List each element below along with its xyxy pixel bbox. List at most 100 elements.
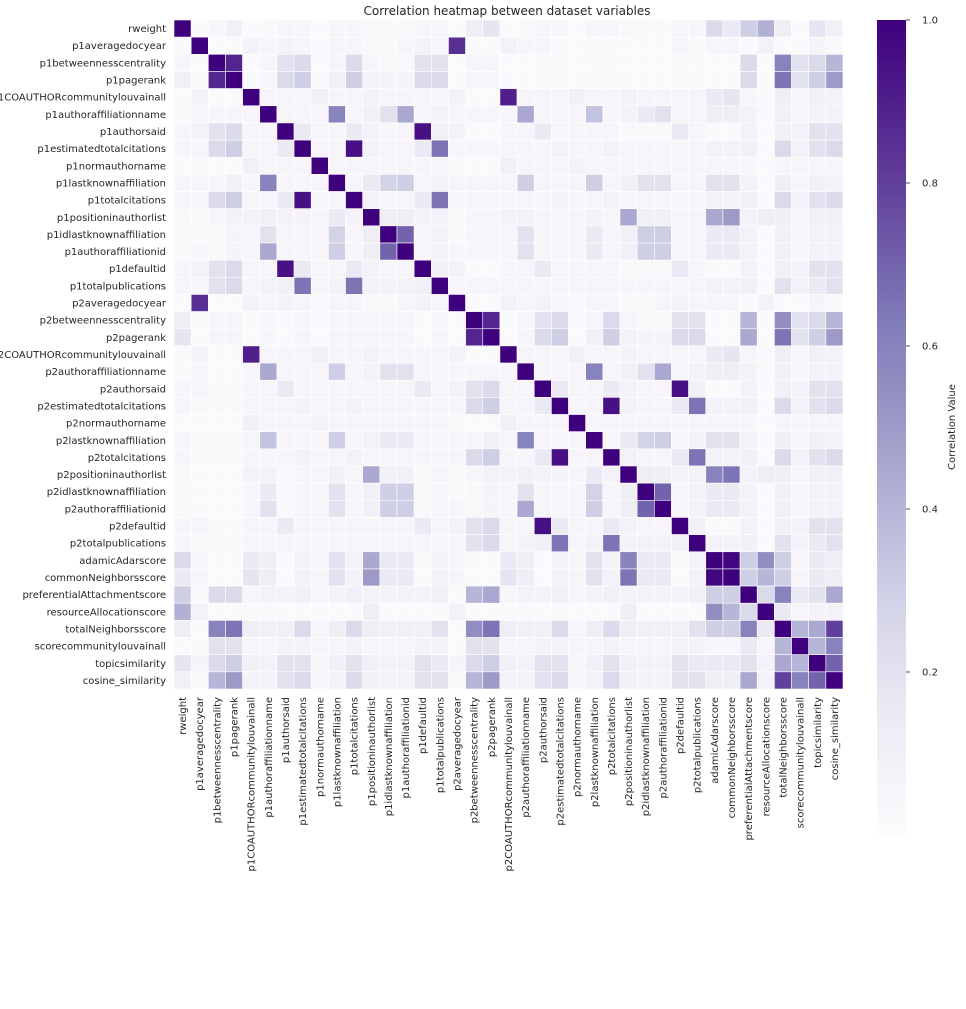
heatmap-cell-cosine_similarity-topicsimilarity — [808, 671, 827, 690]
heatmap-cell-adamicAdarscore-p1authoraffiliationname — [259, 551, 278, 570]
heatmap-cell-p1betweennesscentrality-p1authoraffiliationid — [396, 54, 415, 72]
heatmap-cell-p1defaultid-p2positioninauthorlist — [619, 259, 638, 278]
heatmap-cell-cosine_similarity-cosine_similarity — [825, 671, 844, 690]
heatmap-cell-p2estimatedtotalcitations-p1normauthorname — [310, 397, 329, 415]
heatmap-cells — [173, 19, 844, 690]
x-tick-label: p2defaultid — [676, 697, 687, 754]
heatmap-cell-p2COAUTHORcommunitylouvainall-p2lastknownaffiliation — [585, 345, 604, 364]
x-tick-label: p1totalpublications — [435, 697, 446, 793]
heatmap-cell-p1pagerank-p2averagedocyear — [448, 71, 466, 89]
heatmap-cell-p2idlastknownaffiliation-p1betweennesscentrality — [208, 482, 226, 501]
heatmap-cell-preferentialAttachmentscore-p1authoraffiliationid — [396, 585, 415, 604]
heatmap-cell-p2averagedocyear-p2authoraffiliationname — [516, 294, 535, 312]
heatmap-cell-scorecommunitylouvainall-p1authoraffiliationname — [259, 637, 278, 655]
heatmap-cell-p2averagedocyear-topicsimilarity — [808, 294, 827, 312]
heatmap-cell-p2pagerank-commonNeighborsscore — [722, 328, 741, 347]
heatmap-cell-commonNeighborsscore-cosine_similarity — [825, 568, 844, 587]
y-tick-label: p2defaultid — [109, 522, 166, 533]
heatmap-cell-p1totalcitations-p2pagerank — [482, 191, 501, 209]
heatmap-cell-totalNeighborsscore-p2pagerank — [482, 620, 501, 638]
heatmap-cell-topicsimilarity-p1normauthorname — [310, 654, 329, 673]
heatmap-cell-p1positioninauthorlist-p1authoraffiliationname — [259, 208, 278, 227]
heatmap-cell-p1idlastknownaffiliation-adamicAdarscore — [705, 225, 724, 244]
heatmap-cell-p1pagerank-p2pagerank — [482, 71, 501, 89]
heatmap-cell-resourceAllocationscore-p1authoraffiliationname — [259, 602, 278, 621]
heatmap-cell-p2authoraffiliationname-p1pagerank — [225, 362, 243, 381]
heatmap-cell-p1defaultid-p1authoraffiliationid — [396, 259, 415, 278]
heatmap-cell-p2authoraffiliationname-totalNeighborsscore — [774, 362, 792, 381]
heatmap-cell-p2estimatedtotalcitations-p1totalpublications — [431, 397, 449, 415]
heatmap-cell-p1totalpublications-p1lastknownaffiliation — [328, 277, 346, 295]
heatmap-cell-preferentialAttachmentscore-p1COAUTHORcommunitylouvainall — [242, 585, 261, 604]
heatmap-cell-p1pagerank-p2defaultid — [671, 71, 689, 89]
heatmap-cell-p1positioninauthorlist-p2pagerank — [482, 208, 501, 227]
heatmap-cell-cosine_similarity-p1totalpublications — [431, 671, 449, 690]
heatmap-cell-p1estimatedtotalcitations-p1betweennesscentrality — [208, 139, 226, 158]
heatmap-cell-p1authorsaid-p1betweennesscentrality — [208, 122, 226, 141]
heatmap-cell-p1averagedocyear-p2totalpublications — [688, 36, 707, 55]
heatmap-cell-p1estimatedtotalcitations-p1lastknownaffiliation — [328, 139, 346, 158]
heatmap-cell-p2betweennesscentrality-p2idlastknownaffiliation — [636, 311, 655, 330]
heatmap-cell-p2COAUTHORcommunitylouvainall-p1authoraffiliationname — [259, 345, 278, 364]
heatmap-cell-p1authoraffiliationid-p1pagerank — [225, 242, 243, 261]
heatmap-cell-topicsimilarity-rweight — [173, 654, 192, 673]
heatmap-cell-p2authoraffiliationid-p2normauthorname — [568, 500, 586, 518]
heatmap-cell-p2pagerank-p2lastknownaffiliation — [585, 328, 604, 347]
heatmap-cell-p1COAUTHORcommunitylouvainall-commonNeighborsscore — [722, 88, 741, 107]
heatmap-cell-p1COAUTHORcommunitylouvainall-p1betweennesscentrality — [208, 88, 226, 107]
heatmap-cell-p1positioninauthorlist-p1betweennesscentrality — [208, 208, 226, 227]
heatmap-cell-p1totalpublications-p2normauthorname — [568, 277, 586, 295]
heatmap-cell-p1COAUTHORcommunitylouvainall-p1authorsaid — [276, 88, 295, 107]
heatmap-cell-p2defaultid-p2betweennesscentrality — [465, 517, 484, 535]
heatmap-cell-p1lastknownaffiliation-p1totalpublications — [431, 174, 449, 192]
heatmap-cell-p2COAUTHORcommunitylouvainall-topicsimilarity — [808, 345, 827, 364]
heatmap-cell-p2idlastknownaffiliation-p2authoraffiliationname — [516, 482, 535, 501]
heatmap-cell-p2normauthorname-p1totalcitations — [345, 414, 363, 432]
heatmap-cell-adamicAdarscore-p1COAUTHORcommunitylouvainall — [242, 551, 261, 570]
heatmap-cell-rweight-p2COAUTHORcommunitylouvainall — [499, 19, 518, 38]
heatmap-cell-p1positioninauthorlist-p1totalcitations — [345, 208, 363, 227]
heatmap-cell-p2idlastknownaffiliation-p1positioninauthorlist — [362, 482, 381, 501]
heatmap-cell-scorecommunitylouvainall-p2normauthorname — [568, 637, 586, 655]
heatmap-cell-p2COAUTHORcommunitylouvainall-p1estimatedtotalcitations — [293, 345, 312, 364]
heatmap-cell-p2idlastknownaffiliation-p1totalcitations — [345, 482, 363, 501]
heatmap-cell-p2lastknownaffiliation-p1COAUTHORcommunitylouvainall — [242, 431, 261, 450]
heatmap-cell-preferentialAttachmentscore-p2totalcitations — [602, 585, 621, 604]
heatmap-cell-p1averagedocyear-p2authorsaid — [533, 36, 552, 55]
heatmap-cell-p1averagedocyear-preferentialAttachmentscore — [739, 36, 758, 55]
heatmap-cell-scorecommunitylouvainall-p2COAUTHORcommunitylouvainall — [499, 637, 518, 655]
heatmap-cell-adamicAdarscore-p1authoraffiliationid — [396, 551, 415, 570]
heatmap-cell-p2defaultid-p1authoraffiliationid — [396, 517, 415, 535]
heatmap-cell-p1positioninauthorlist-p1totalpublications — [431, 208, 449, 227]
heatmap-cell-p1estimatedtotalcitations-p1estimatedtotalcitations — [293, 139, 312, 158]
heatmap-cell-p2COAUTHORcommunitylouvainall-p1pagerank — [225, 345, 243, 364]
heatmap-cell-p2betweennesscentrality-totalNeighborsscore — [774, 311, 792, 330]
heatmap-cell-p2normauthorname-p2estimatedtotalcitations — [551, 414, 569, 432]
heatmap-cell-p1COAUTHORcommunitylouvainall-p2averagedocyear — [448, 88, 466, 107]
heatmap-cell-p2estimatedtotalcitations-p1estimatedtotalcitations — [293, 397, 312, 415]
heatmap-cell-p1authoraffiliationname-rweight — [173, 105, 192, 124]
heatmap-cell-totalNeighborsscore-p1authoraffiliationname — [259, 620, 278, 638]
heatmap-cell-p1averagedocyear-topicsimilarity — [808, 36, 827, 55]
heatmap-cell-p1estimatedtotalcitations-adamicAdarscore — [705, 139, 724, 158]
heatmap-cell-p1totalcitations-p1averagedocyear — [190, 191, 209, 209]
heatmap-cell-p2authoraffiliationid-p2totalpublications — [688, 500, 707, 518]
heatmap-cell-p2estimatedtotalcitations-p2defaultid — [671, 397, 689, 415]
heatmap-cell-rweight-p2normauthorname — [568, 19, 586, 38]
heatmap-cell-p2pagerank-p1defaultid — [413, 328, 432, 347]
heatmap-cell-p1idlastknownaffiliation-p1normauthorname — [310, 225, 329, 244]
heatmap-cell-p2betweennesscentrality-p1normauthorname — [310, 311, 329, 330]
heatmap-cell-p2idlastknownaffiliation-p1lastknownaffiliation — [328, 482, 346, 501]
heatmap-cell-p1pagerank-p2estimatedtotalcitations — [551, 71, 569, 89]
heatmap-cell-p1averagedocyear-p1positioninauthorlist — [362, 36, 381, 55]
heatmap-cell-rweight-p1lastknownaffiliation — [328, 19, 346, 38]
heatmap-cell-rweight-totalNeighborsscore — [774, 19, 792, 38]
heatmap-cell-p2totalcitations-p1pagerank — [225, 448, 243, 467]
heatmap-cell-p2totalpublications-p1normauthorname — [310, 534, 329, 553]
heatmap-cell-commonNeighborsscore-p2idlastknownaffiliation — [636, 568, 655, 587]
heatmap-cell-p2betweennesscentrality-p1totalpublications — [431, 311, 449, 330]
heatmap-cell-totalNeighborsscore-p2idlastknownaffiliation — [636, 620, 655, 638]
heatmap-cell-p2lastknownaffiliation-p2averagedocyear — [448, 431, 466, 450]
heatmap-cell-p2positioninauthorlist-p1pagerank — [225, 465, 243, 484]
heatmap-cell-cosine_similarity-p2defaultid — [671, 671, 689, 690]
